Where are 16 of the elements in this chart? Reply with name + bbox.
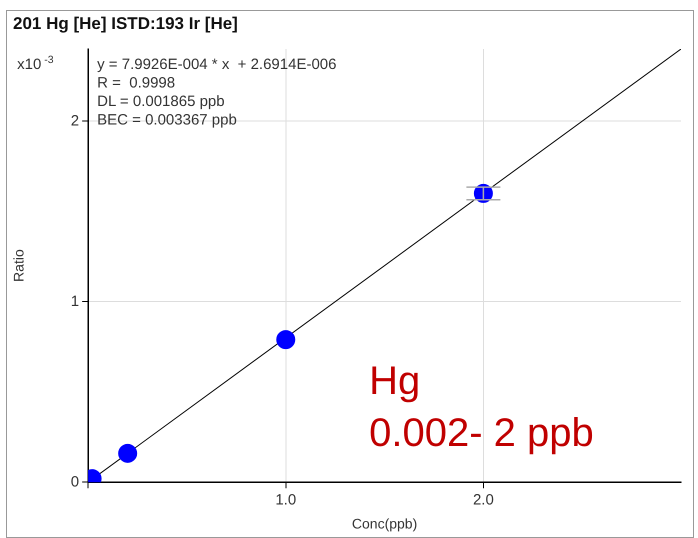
annotation: Hg [369,359,420,403]
chart-title: 201 Hg [He] ISTD:193 Ir [He] [12,13,239,35]
point [276,330,296,350]
y-tick-label: 1 [70,292,80,310]
annotation: 0.002- 2 ppb [369,411,594,455]
y-tick-label: 0 [70,473,80,490]
x-tick-label: 2.0 [472,491,494,508]
y-axis-title: Ratio [10,249,26,282]
y-tick-label: 2 [70,112,80,130]
point [118,444,138,463]
annotation: BEC = 0.003367 ppb [97,112,237,128]
annotation: y = 7.9926E-004 * x + 2.6914E-006 [97,56,336,73]
x-axis-title: Conc(ppb) [352,515,418,532]
annotation: R = 0.9998 [97,74,176,92]
x-tick-label: 1.0 [275,491,296,508]
annotation: DL = 0.001865 ppb [97,93,225,110]
